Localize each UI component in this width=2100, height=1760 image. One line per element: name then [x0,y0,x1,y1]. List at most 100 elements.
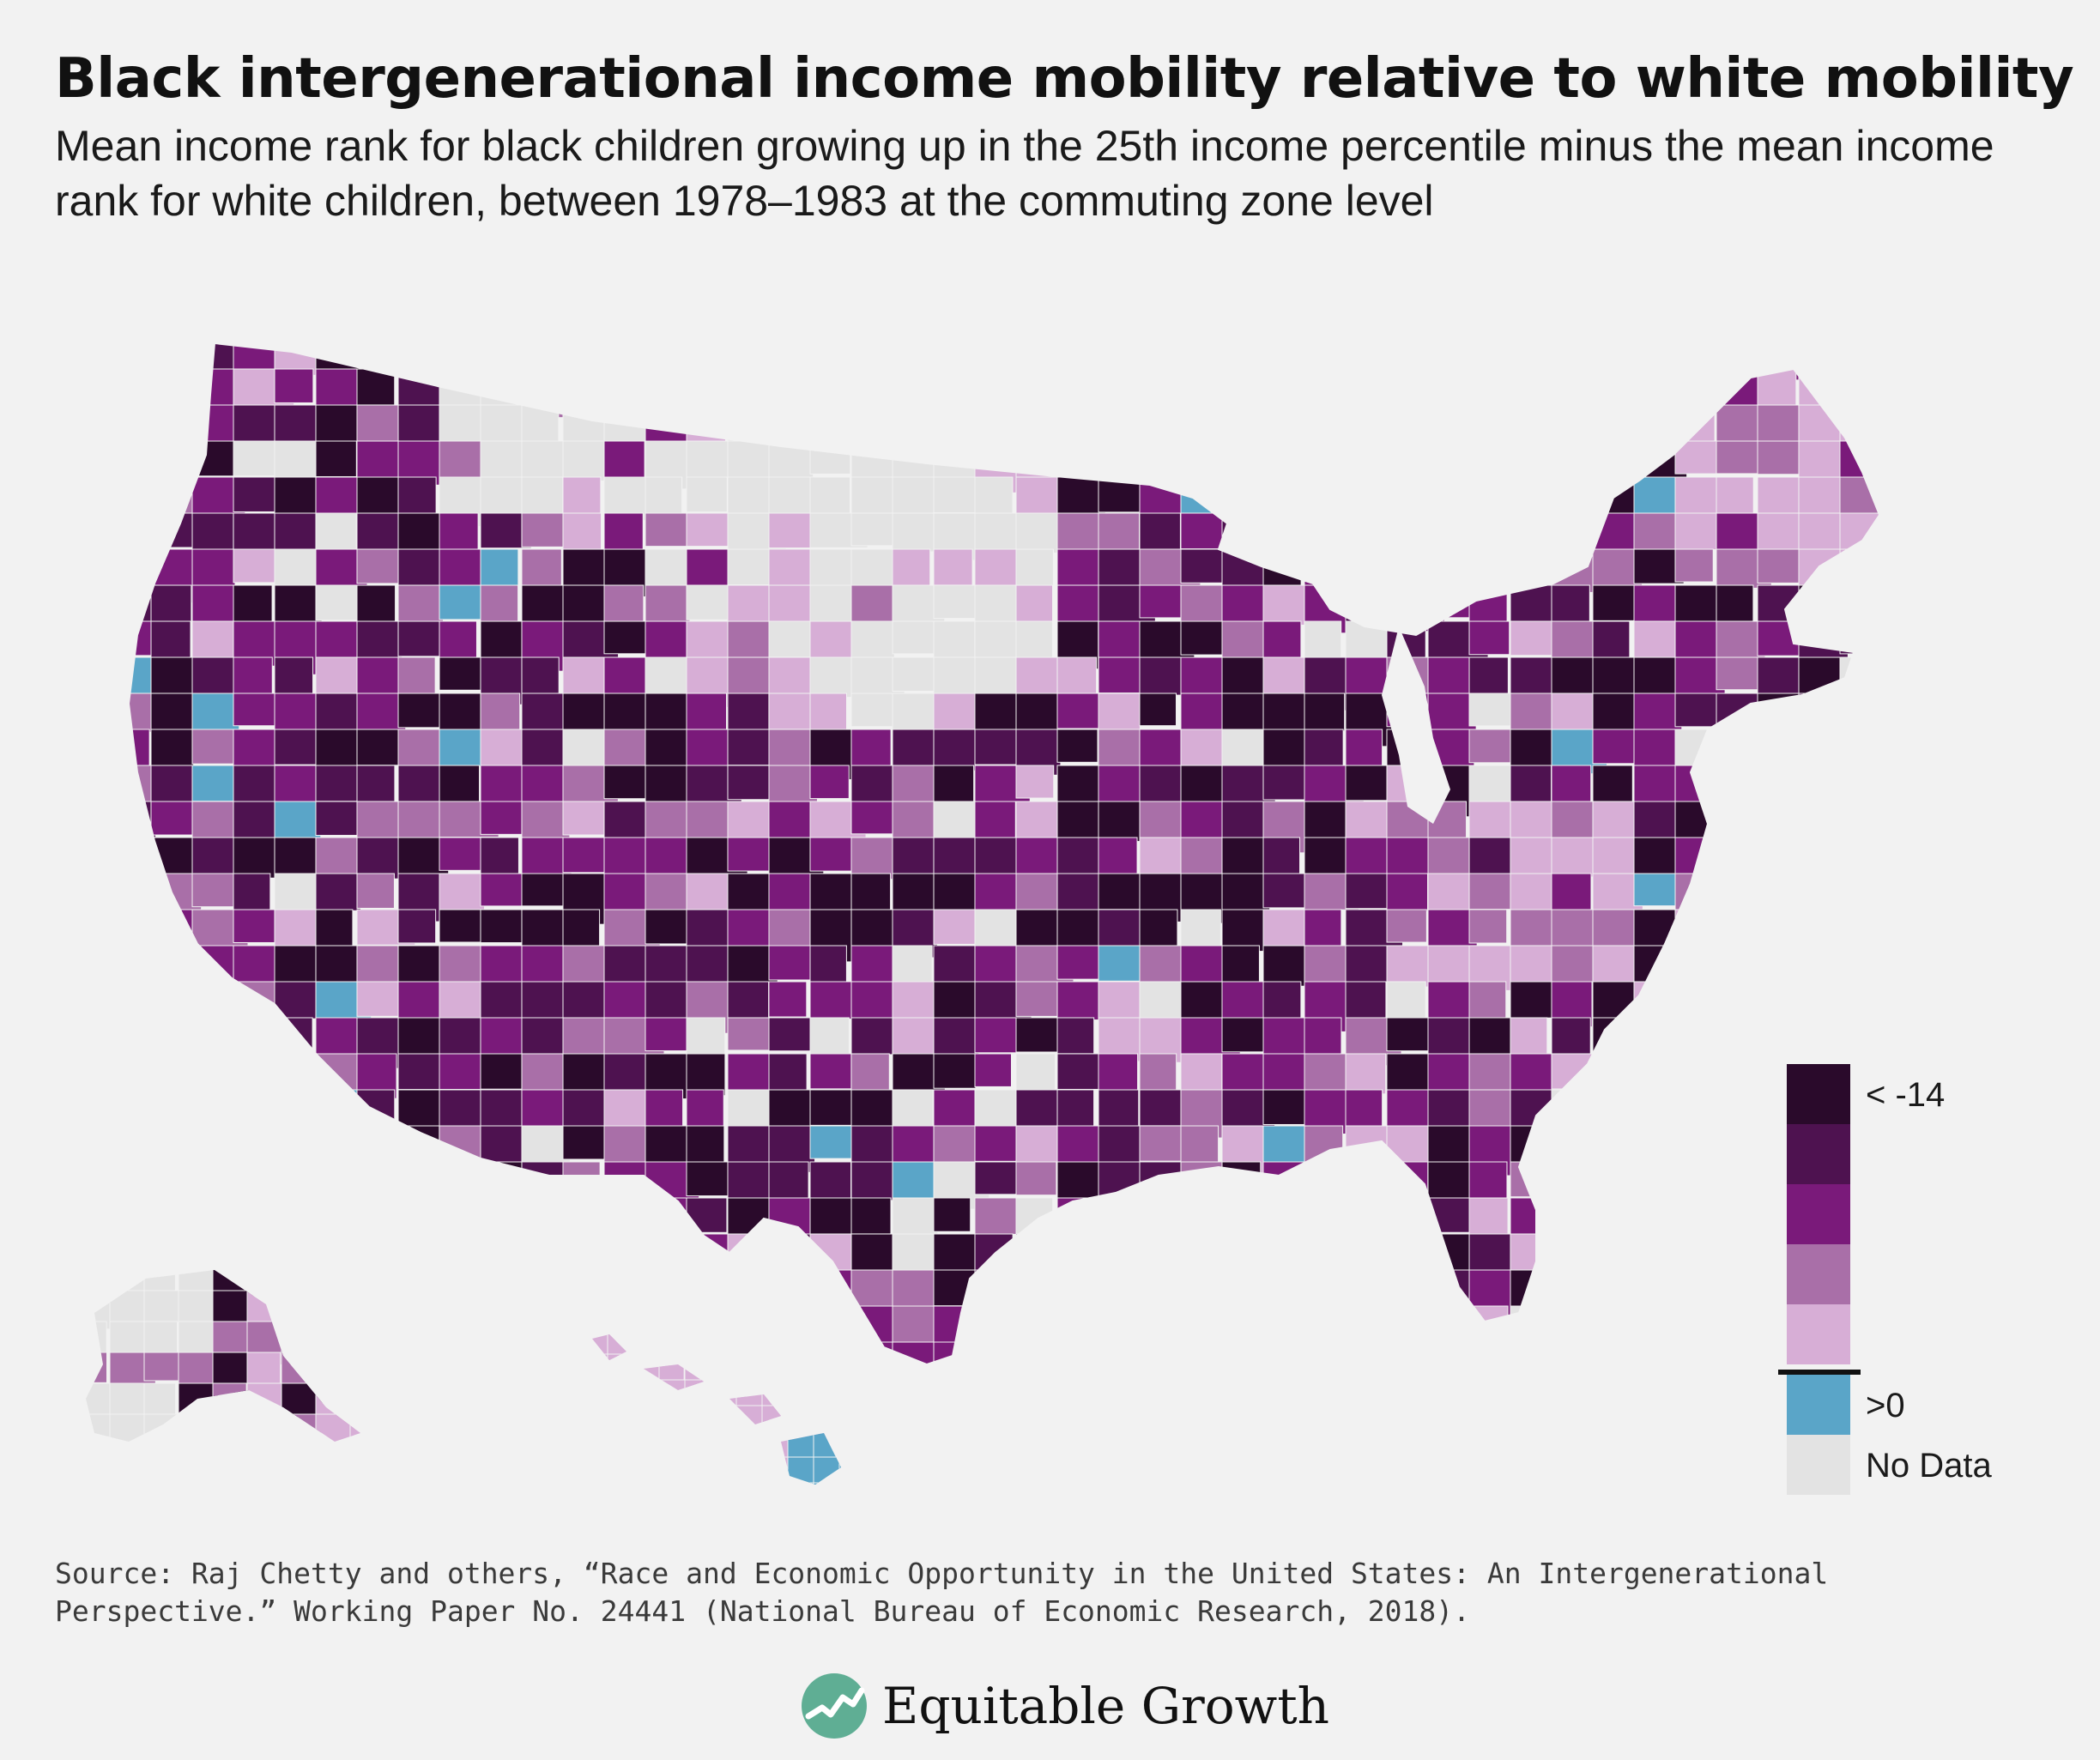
commuting-zone-region [1221,440,1275,488]
commuting-zone-region [1304,476,1356,511]
commuting-zone-region [397,1197,446,1243]
commuting-zone-region [1221,343,1280,376]
commuting-zone-region [356,981,405,1017]
commuting-zone-region [1798,765,1855,814]
commuting-zone-region [521,343,582,382]
commuting-zone-region [1139,1305,1181,1340]
commuting-zone-region [1468,1161,1508,1205]
commuting-zone-region [850,1125,899,1163]
commuting-zone-region [933,801,978,839]
commuting-zone-region [191,693,240,733]
commuting-zone-region [246,1270,286,1297]
commuting-zone-region [1180,512,1239,550]
commuting-zone-region [1633,1341,1689,1364]
lake-michigan [1382,626,1450,824]
commuting-zone-region [809,440,851,475]
commuting-zone-region [1468,440,1528,483]
commuting-zone-region [191,548,236,589]
commuting-zone-region [761,1405,802,1433]
commuting-zone-region [684,1379,717,1406]
commuting-zone-region [1015,1233,1068,1273]
commuting-zone-region [1468,512,1509,550]
commuting-zone-region [356,1197,402,1237]
commuting-zone-region [1798,476,1841,515]
commuting-zone-region [810,1378,858,1424]
commuting-zone-region [684,1334,723,1356]
commuting-zone-region [1839,656,1879,701]
commuting-zone-region [787,1334,823,1367]
commuting-zone-region [933,440,982,480]
commuting-zone-region [809,1053,852,1090]
commuting-zone-region [129,368,170,415]
commuting-zone-region [246,1352,281,1388]
alaska-regions [86,1270,360,1477]
commuting-zone-region [191,404,239,443]
commuting-zone-region [838,1334,841,1360]
commuting-zone-region [592,1353,618,1391]
commuting-zone-region [1386,548,1441,596]
commuting-zone-region [1386,909,1427,943]
commuting-zone-region [1716,837,1768,874]
commuting-zone-region [603,1233,646,1274]
commuting-zone-region [521,512,569,547]
header: Black intergenerational income mobility … [55,45,2074,228]
commuting-zone-region [658,1482,693,1485]
commuting-zone-region [1304,368,1348,412]
commuting-zone-region [1592,1053,1640,1094]
commuting-zone-region [809,584,858,625]
commuting-zone-region [1427,404,1468,441]
commuting-zone-region [1551,440,1606,475]
commuting-zone-region [892,1161,941,1199]
commuting-zone-region [1593,1378,1644,1417]
commuting-zone-region [1674,1305,1735,1349]
commuting-zone-region [129,909,151,964]
commuting-zone-region [603,1197,651,1238]
commuting-zone-region [1180,1053,1223,1092]
commuting-zone-region [315,368,361,411]
commuting-zone-region [1180,440,1220,478]
commuting-zone-region [933,729,976,771]
commuting-zone-region [1551,1089,1604,1133]
commuting-zone-region [316,1445,348,1477]
commuting-zone-region [1262,1305,1309,1346]
commuting-zone-region [1634,1378,1689,1429]
commuting-zone-region [1469,1378,1511,1411]
commuting-zone-region [1139,1341,1180,1364]
commuting-zone-region [768,981,808,1018]
commuting-zone-region [439,1161,499,1213]
commuting-zone-region [281,1270,321,1298]
commuting-zone-region [1839,801,1879,846]
commuting-zone-region [1839,1017,1879,1068]
commuting-zone-region [1510,476,1554,530]
commuting-zone-region [1262,440,1315,492]
commuting-zone-region [1675,1378,1734,1428]
commuting-zone-region [787,1482,814,1485]
commuting-zone-region [768,1305,807,1360]
commuting-zone-region [480,1053,525,1090]
commuting-zone-region [274,1089,327,1138]
commuting-zone-region [1345,1053,1387,1095]
commuting-zone-region [645,1197,694,1244]
commuting-zone-region [1262,693,1309,735]
commuting-zone-region [349,1413,360,1442]
commuting-zone-region [1633,620,1679,664]
commuting-zone-region [150,909,197,961]
commuting-zone-region [1757,729,1813,771]
commuting-zone-region [813,1379,841,1408]
commuting-zone-region [1633,1161,1683,1200]
commuting-zone-region [315,1305,361,1342]
commuting-zone-region [1098,801,1146,843]
commuting-zone-region [1221,476,1263,522]
commuting-zone-region [1386,837,1434,880]
legend-bin-4 [1787,1244,1850,1304]
commuting-zone-region [1633,343,1679,378]
commuting-zone-region [397,656,436,699]
commuting-zone-region [761,1482,790,1485]
commuting-zone-region [247,1445,295,1475]
us-map [77,326,1940,1493]
commuting-zone-region [1881,549,1918,584]
commuting-zone-region [109,1321,148,1353]
commuting-zone-region [315,1270,360,1305]
commuting-zone-region [974,1161,1020,1195]
commuting-zone-region [1345,548,1395,584]
